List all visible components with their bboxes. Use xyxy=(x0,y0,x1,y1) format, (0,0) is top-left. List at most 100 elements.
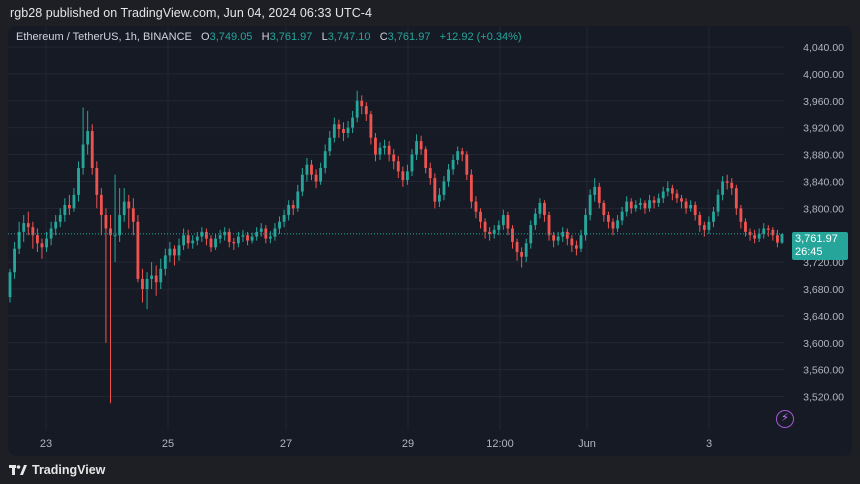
candle-body xyxy=(236,236,240,244)
candle-body xyxy=(739,208,743,222)
candle-body xyxy=(218,235,222,239)
candle-body xyxy=(424,149,428,168)
tradingview-logo-icon xyxy=(9,465,27,475)
candle-body xyxy=(296,191,300,209)
candle-body xyxy=(410,154,414,172)
y-tick-label: 3,720.00 xyxy=(803,257,844,269)
candle-body xyxy=(332,124,336,138)
y-tick-label: 3,520.00 xyxy=(803,392,844,404)
candle-body xyxy=(323,151,327,168)
candle-body xyxy=(186,235,190,244)
y-tick-label: 3,920.00 xyxy=(803,123,844,135)
candle-body xyxy=(666,188,670,192)
candle-body xyxy=(127,201,131,209)
candle-body xyxy=(241,235,245,237)
footer-logo[interactable]: TradingView xyxy=(9,462,105,478)
candle-body xyxy=(337,124,341,130)
candle-body xyxy=(122,201,126,216)
candle-body xyxy=(351,117,355,128)
candle-body xyxy=(428,168,432,179)
candle-body xyxy=(22,223,26,232)
candle-body xyxy=(721,181,725,195)
candle-body xyxy=(232,241,236,244)
candle-body xyxy=(648,200,651,209)
candle-body xyxy=(291,204,295,209)
candle-body xyxy=(360,100,364,107)
y-tick-label: 3,960.00 xyxy=(803,96,844,108)
candle-body xyxy=(113,235,117,237)
candle-body xyxy=(45,238,48,248)
legend-low-label: L xyxy=(321,31,328,43)
candle-body xyxy=(511,228,514,242)
candle-body xyxy=(86,131,90,145)
candle-body xyxy=(31,227,35,236)
candle-body xyxy=(753,235,757,239)
candle-body xyxy=(771,229,775,236)
candle-body xyxy=(437,194,441,202)
legend-close-value: 3,761.97 xyxy=(387,31,431,43)
candle-body xyxy=(40,243,44,248)
candle-body xyxy=(163,255,167,269)
candle-body xyxy=(492,229,496,234)
candle-body xyxy=(255,231,259,237)
candle-body xyxy=(533,213,537,226)
candle-body xyxy=(159,268,163,283)
candle-body xyxy=(556,236,560,241)
candle-body xyxy=(173,248,176,256)
candle-body xyxy=(177,245,181,256)
x-tick-label: 25 xyxy=(162,438,174,450)
candle-body xyxy=(515,241,519,253)
candle-body xyxy=(661,191,665,199)
candle-body xyxy=(90,131,94,168)
candle-body xyxy=(451,159,455,170)
candlestick-chart[interactable]: 4,040.00 4,000.00 3,960.00 3,920.00 3,880.00… xyxy=(8,26,852,456)
candle-body xyxy=(479,211,482,222)
y-tick-label: 3,880.00 xyxy=(803,150,844,162)
legend: Ethereum / TetherUS, 1h, BINANCE O3,749.… xyxy=(16,31,522,43)
candle-body xyxy=(474,201,478,212)
candle-body xyxy=(314,174,318,182)
candle-body xyxy=(643,202,647,209)
candle-body xyxy=(488,231,492,234)
y-tick-label: 3,840.00 xyxy=(803,176,844,188)
x-tick-label: 29 xyxy=(402,438,414,450)
candle-body xyxy=(136,221,140,279)
candle-body xyxy=(17,231,21,249)
chart-panel[interactable]: 4,040.00 4,000.00 3,960.00 3,920.00 3,880.00… xyxy=(8,26,852,456)
candle-body xyxy=(396,161,400,172)
candle-body xyxy=(346,127,350,134)
candle-body xyxy=(565,231,569,239)
candle-body xyxy=(707,221,711,230)
candle-body xyxy=(67,204,71,209)
candle-body xyxy=(369,114,373,138)
x-tick-label: 27 xyxy=(280,438,292,450)
top-bar: rgb28 published on TradingView.com, Jun … xyxy=(0,0,860,26)
candle-body xyxy=(757,233,761,239)
candle-body xyxy=(77,168,80,195)
candle-body xyxy=(456,151,460,160)
candle-body xyxy=(246,235,249,241)
candle-body xyxy=(214,238,217,248)
candle-body xyxy=(264,228,268,239)
candle-body xyxy=(634,204,638,209)
candle-body xyxy=(205,231,208,239)
candle-body xyxy=(131,208,135,222)
lightning-icon[interactable]: ⚡ xyxy=(776,410,794,428)
candle-body xyxy=(575,245,578,249)
candle-body xyxy=(593,186,597,195)
candle-body xyxy=(63,204,67,216)
candle-body xyxy=(552,235,556,241)
candle-body xyxy=(406,171,409,181)
candle-body xyxy=(584,215,587,236)
candle-body xyxy=(501,215,505,226)
candle-body xyxy=(716,194,720,212)
candle-body xyxy=(602,202,606,216)
candle-body xyxy=(287,204,291,216)
legend-open-label: O xyxy=(201,31,210,43)
candle-body xyxy=(579,235,583,249)
candle-body xyxy=(342,129,345,134)
y-tick-label: 3,800.00 xyxy=(803,203,844,215)
candle-body xyxy=(730,182,734,189)
candle-body xyxy=(620,211,624,221)
candle-body xyxy=(191,240,195,244)
